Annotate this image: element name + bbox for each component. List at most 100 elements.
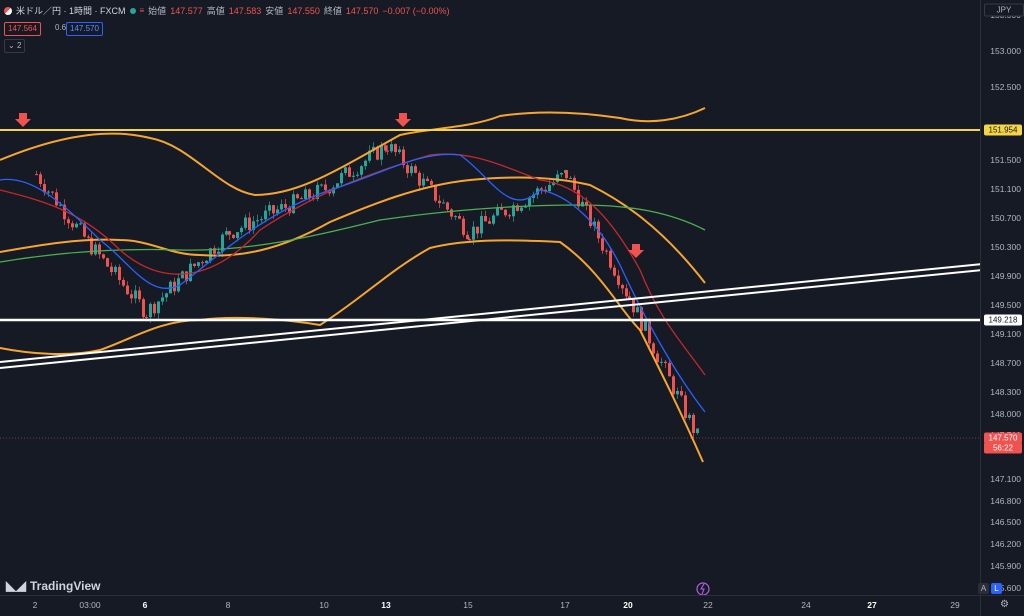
- candle: [130, 294, 133, 299]
- candle: [376, 146, 379, 160]
- candle: [492, 215, 495, 224]
- candle: [628, 296, 631, 300]
- indicators-count: 2: [16, 41, 22, 50]
- candle: [560, 173, 563, 175]
- time-tick: 10: [319, 600, 329, 610]
- axis-settings[interactable]: ⚙: [980, 595, 1024, 616]
- candle: [189, 263, 192, 282]
- candle: [500, 207, 503, 210]
- close-value: 147.570: [345, 5, 379, 16]
- candle: [472, 226, 475, 240]
- candle: [462, 218, 465, 235]
- candle: [480, 216, 483, 234]
- candle: [394, 144, 397, 153]
- price-tick: 151.100: [990, 183, 1021, 194]
- candle: [102, 254, 105, 259]
- ma-green: [0, 204, 706, 263]
- candle: [67, 219, 70, 224]
- tradingview-icon: ◣◢: [6, 578, 26, 593]
- menu-icon[interactable]: ≡: [139, 6, 145, 15]
- tradingview-logo[interactable]: ◣◢ TradingView: [6, 578, 100, 594]
- candle: [434, 184, 437, 201]
- candle: [292, 194, 295, 214]
- candle: [256, 220, 259, 222]
- candle: [348, 167, 351, 177]
- candle: [149, 303, 152, 318]
- price-axis[interactable]: 153.500153.000152.500151.500151.100150.7…: [980, 0, 1024, 595]
- open-value: 147.577: [170, 5, 203, 16]
- chart-plot-area[interactable]: [0, 0, 980, 595]
- bid-button[interactable]: 147.564: [4, 22, 41, 36]
- auto-scale-button[interactable]: A: [978, 583, 989, 594]
- candle: [544, 189, 547, 192]
- candle: [94, 244, 97, 255]
- candle: [75, 223, 78, 228]
- candle: [268, 205, 271, 211]
- candle: [676, 391, 679, 395]
- candle: [644, 321, 647, 331]
- candle: [636, 307, 639, 313]
- time-tick: 15: [463, 600, 473, 610]
- price-tick: 151.500: [990, 154, 1021, 165]
- down-arrow-marker: [395, 113, 411, 127]
- candle: [118, 266, 121, 281]
- candle: [573, 177, 576, 190]
- candle: [364, 160, 367, 167]
- candle: [593, 221, 596, 227]
- candle: [79, 223, 82, 225]
- candle: [496, 207, 499, 216]
- candle: [324, 184, 327, 191]
- high-value: 147.583: [228, 5, 262, 16]
- indicators-toggle[interactable]: ⌄ 2: [4, 39, 26, 53]
- candle: [548, 185, 551, 192]
- candle: [284, 204, 287, 208]
- candle: [352, 175, 355, 177]
- close-label: 終値: [323, 6, 342, 16]
- price-tick: 149.900: [990, 270, 1021, 281]
- candle: [43, 184, 46, 193]
- candle: [426, 178, 429, 181]
- candle: [609, 250, 612, 268]
- price-tick: 147.100: [990, 473, 1021, 484]
- candle: [402, 149, 405, 166]
- candle: [161, 297, 164, 302]
- branding-text: TradingView: [30, 579, 101, 593]
- candle: [280, 204, 283, 210]
- down-arrow-marker: [628, 244, 644, 258]
- candle: [59, 204, 62, 206]
- price-tick: 148.300: [990, 386, 1021, 397]
- candle: [213, 248, 216, 254]
- candle: [138, 290, 141, 300]
- currency-label[interactable]: JPY: [984, 3, 1024, 17]
- candle: [512, 205, 515, 217]
- time-tick: 29: [950, 600, 960, 610]
- candle: [458, 216, 461, 219]
- candle: [368, 150, 371, 161]
- log-scale-button[interactable]: L: [991, 583, 1002, 594]
- support-level-label: 149.218: [984, 314, 1022, 326]
- symbol-title[interactable]: 米ドル／円 · 1時間 · FXCM: [16, 6, 126, 16]
- candle: [442, 202, 445, 204]
- candle: [264, 210, 267, 220]
- candle: [217, 251, 220, 254]
- spread-value: 0.6: [55, 23, 67, 32]
- candle: [260, 219, 263, 221]
- change-value: −0.007 (−0.00%): [382, 5, 450, 16]
- gear-icon[interactable]: ⚙: [1000, 599, 1009, 610]
- candle: [680, 391, 683, 396]
- resistance-level-label: 151.954: [984, 124, 1022, 136]
- price-tick: 146.200: [990, 539, 1021, 550]
- candle: [181, 271, 184, 279]
- candle: [466, 234, 469, 240]
- candle: [51, 191, 54, 193]
- candle: [668, 362, 671, 377]
- ask-button[interactable]: 147.570: [66, 22, 103, 36]
- candle: [240, 227, 243, 233]
- time-tick: 22: [703, 600, 713, 610]
- candle: [193, 263, 196, 266]
- time-axis[interactable]: 2 03:00 6 8 10 13 15 17 20 22 24 27 29: [0, 595, 980, 616]
- candle: [236, 232, 239, 238]
- candle: [613, 267, 616, 276]
- last-price-label: 147.570: [984, 432, 1022, 444]
- candle: [110, 266, 113, 273]
